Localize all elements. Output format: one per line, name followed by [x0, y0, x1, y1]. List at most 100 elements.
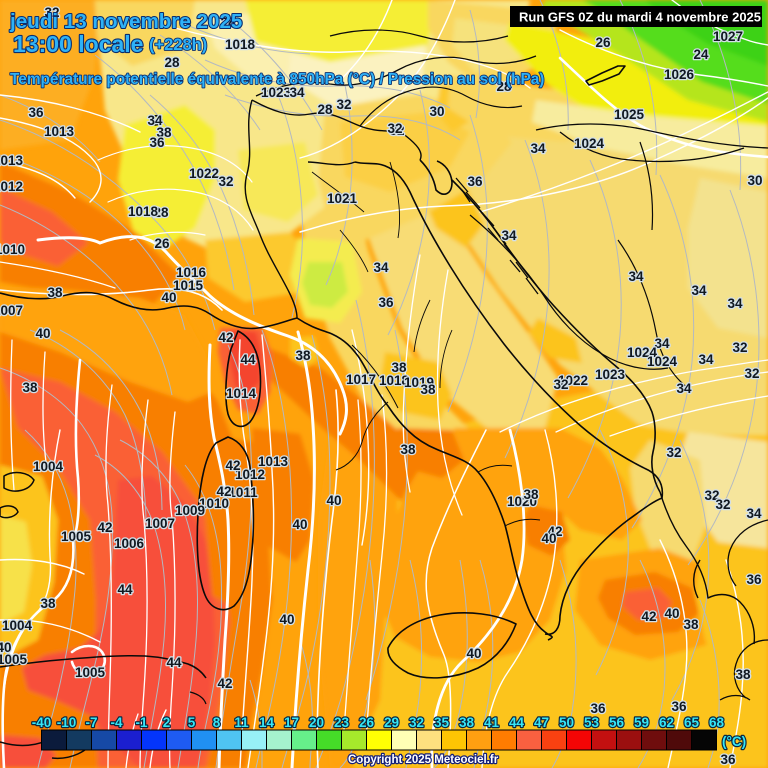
- svg-text:28: 28: [153, 205, 169, 220]
- svg-text:68: 68: [709, 715, 725, 730]
- svg-text:36: 36: [671, 699, 687, 714]
- svg-text:1009: 1009: [175, 503, 205, 518]
- svg-text:1016: 1016: [176, 265, 207, 280]
- svg-text:41: 41: [484, 715, 500, 730]
- svg-text:36: 36: [467, 174, 483, 189]
- svg-text:1023: 1023: [261, 85, 292, 100]
- svg-text:1005: 1005: [0, 652, 28, 667]
- svg-text:26: 26: [359, 715, 375, 730]
- svg-text:1007: 1007: [0, 303, 23, 318]
- svg-text:40: 40: [326, 493, 341, 508]
- svg-text:32: 32: [387, 121, 402, 136]
- svg-text:1024: 1024: [627, 345, 658, 360]
- svg-text:13:00 locale: 13:00 locale: [13, 31, 143, 57]
- svg-text:42: 42: [218, 330, 233, 345]
- svg-text:38: 38: [683, 617, 699, 632]
- svg-text:34: 34: [676, 381, 692, 396]
- svg-text:29: 29: [384, 715, 399, 730]
- svg-text:32: 32: [704, 488, 719, 503]
- svg-text:34: 34: [654, 336, 670, 351]
- svg-text:38: 38: [735, 667, 751, 682]
- svg-text:40: 40: [466, 646, 481, 661]
- svg-text:32: 32: [732, 340, 747, 355]
- svg-text:36: 36: [149, 135, 165, 150]
- svg-text:Copyright 2025 Meteociel.fr: Copyright 2025 Meteociel.fr: [348, 754, 499, 766]
- svg-text:34: 34: [373, 260, 389, 275]
- svg-text:38: 38: [400, 442, 416, 457]
- svg-text:38: 38: [391, 360, 407, 375]
- svg-text:20: 20: [309, 715, 324, 730]
- svg-text:32: 32: [715, 497, 730, 512]
- svg-text:38: 38: [22, 380, 38, 395]
- svg-text:1023: 1023: [595, 367, 626, 382]
- svg-text:1017: 1017: [346, 372, 376, 387]
- svg-text:38: 38: [47, 285, 63, 300]
- svg-text:1026: 1026: [664, 67, 695, 82]
- svg-text:1018: 1018: [225, 37, 256, 52]
- svg-text:34: 34: [289, 85, 305, 100]
- svg-text:1004: 1004: [2, 618, 33, 633]
- svg-text:38: 38: [156, 125, 172, 140]
- svg-text:14: 14: [259, 715, 275, 730]
- svg-text:2: 2: [163, 715, 171, 730]
- svg-text:1022: 1022: [189, 166, 219, 181]
- svg-text:1019: 1019: [404, 375, 434, 390]
- svg-text:34: 34: [727, 296, 743, 311]
- svg-text:-7: -7: [85, 715, 97, 730]
- svg-text:Température potentielle équiva: Température potentielle équivalente à 85…: [10, 71, 544, 88]
- svg-text:1004: 1004: [33, 459, 64, 474]
- svg-text:42: 42: [216, 484, 231, 499]
- svg-text:1018: 1018: [128, 204, 159, 219]
- svg-text:40: 40: [292, 517, 307, 532]
- svg-text:5: 5: [188, 715, 196, 730]
- svg-text:32: 32: [744, 366, 759, 381]
- svg-text:1027: 1027: [713, 29, 743, 44]
- svg-text:34: 34: [147, 113, 163, 128]
- svg-text:53: 53: [584, 715, 600, 730]
- svg-text:44: 44: [240, 352, 256, 367]
- svg-text:-1: -1: [135, 715, 147, 730]
- svg-text:59: 59: [634, 715, 649, 730]
- svg-text:38: 38: [523, 487, 539, 502]
- svg-text:32: 32: [409, 715, 424, 730]
- svg-text:56: 56: [609, 715, 625, 730]
- svg-text:34: 34: [501, 228, 517, 243]
- svg-text:8: 8: [213, 715, 221, 730]
- svg-text:42: 42: [547, 524, 562, 539]
- svg-text:(°C): (°C): [722, 734, 746, 749]
- svg-text:34: 34: [530, 141, 546, 156]
- svg-text:50: 50: [559, 715, 574, 730]
- svg-text:36: 36: [720, 752, 736, 767]
- svg-text:38: 38: [459, 715, 475, 730]
- svg-text:40: 40: [161, 290, 176, 305]
- svg-text:1005: 1005: [61, 529, 92, 544]
- svg-text:42: 42: [97, 520, 112, 535]
- svg-text:36: 36: [28, 105, 44, 120]
- svg-text:30: 30: [429, 104, 444, 119]
- svg-text:44: 44: [509, 715, 525, 730]
- svg-text:26: 26: [595, 35, 611, 50]
- svg-text:1014: 1014: [226, 386, 257, 401]
- svg-text:36: 36: [746, 572, 762, 587]
- svg-text:26: 26: [154, 236, 170, 251]
- svg-text:32: 32: [553, 377, 568, 392]
- svg-text:36: 36: [378, 295, 394, 310]
- svg-text:32: 32: [44, 5, 59, 20]
- svg-text:32: 32: [218, 174, 233, 189]
- svg-text:1025: 1025: [614, 107, 645, 122]
- svg-text:28: 28: [317, 102, 333, 117]
- svg-text:40: 40: [664, 606, 679, 621]
- svg-text:42: 42: [217, 676, 232, 691]
- svg-text:36: 36: [590, 701, 606, 716]
- svg-text:1005: 1005: [75, 665, 106, 680]
- svg-text:Run GFS 0Z du mardi 4 novembre: Run GFS 0Z du mardi 4 novembre 2025: [519, 10, 761, 25]
- svg-text:1006: 1006: [114, 536, 145, 551]
- svg-text:1012: 1012: [0, 179, 23, 194]
- svg-text:1013: 1013: [0, 153, 24, 168]
- svg-text:1022: 1022: [558, 373, 588, 388]
- svg-text:28: 28: [164, 55, 180, 70]
- svg-text:28: 28: [220, 15, 236, 30]
- svg-text:11: 11: [234, 715, 249, 730]
- svg-text:1011: 1011: [228, 485, 258, 500]
- svg-text:1013: 1013: [44, 124, 75, 139]
